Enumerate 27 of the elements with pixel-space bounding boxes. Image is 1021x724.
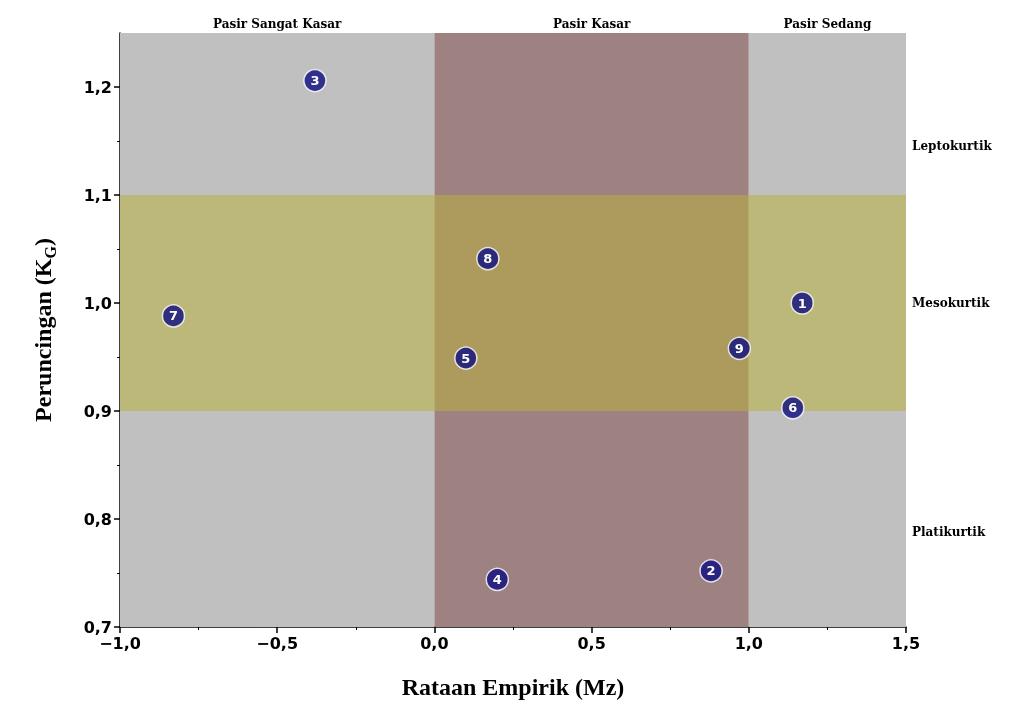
text: Leptokurtik: [912, 138, 993, 153]
annotation: 3: [310, 73, 320, 89]
annotation: 6: [788, 400, 798, 416]
annotation: 1: [797, 295, 807, 311]
band-label: Pasir Kasar: [552, 17, 631, 31]
annotation: 7: [168, 308, 178, 324]
x-tick-label: 1,0: [734, 633, 763, 653]
x-axis-title: Rataan Empirik (Mz): [401, 674, 625, 700]
x-tick-label: −0,5: [256, 633, 299, 653]
text: Platikurtik: [912, 524, 986, 539]
x-tick-label: 0,0: [420, 633, 449, 653]
x-tick-label: 1,5: [891, 633, 921, 653]
band-label: Pasir Sangat Kasar: [213, 17, 343, 31]
y-tick-label: 1,1: [83, 185, 112, 205]
annotation: 9: [734, 340, 744, 356]
annotation: 8: [483, 251, 493, 267]
y-tick-label: 1,2: [83, 77, 112, 97]
band-label: Mesokurtik: [912, 296, 991, 310]
band-label: Pasir Sedang: [783, 17, 872, 31]
y-axis-title: Peruncingan (KG): [30, 238, 59, 422]
y-tick-label: 1,0: [83, 293, 112, 313]
annotation: 5: [461, 350, 471, 366]
y-tick-label: 0,8: [83, 509, 112, 529]
x-tick-label: 0,5: [577, 633, 606, 653]
annotation: 2: [706, 563, 716, 579]
y-tick-label: 0,9: [83, 401, 112, 421]
annotation: 4: [492, 571, 502, 587]
